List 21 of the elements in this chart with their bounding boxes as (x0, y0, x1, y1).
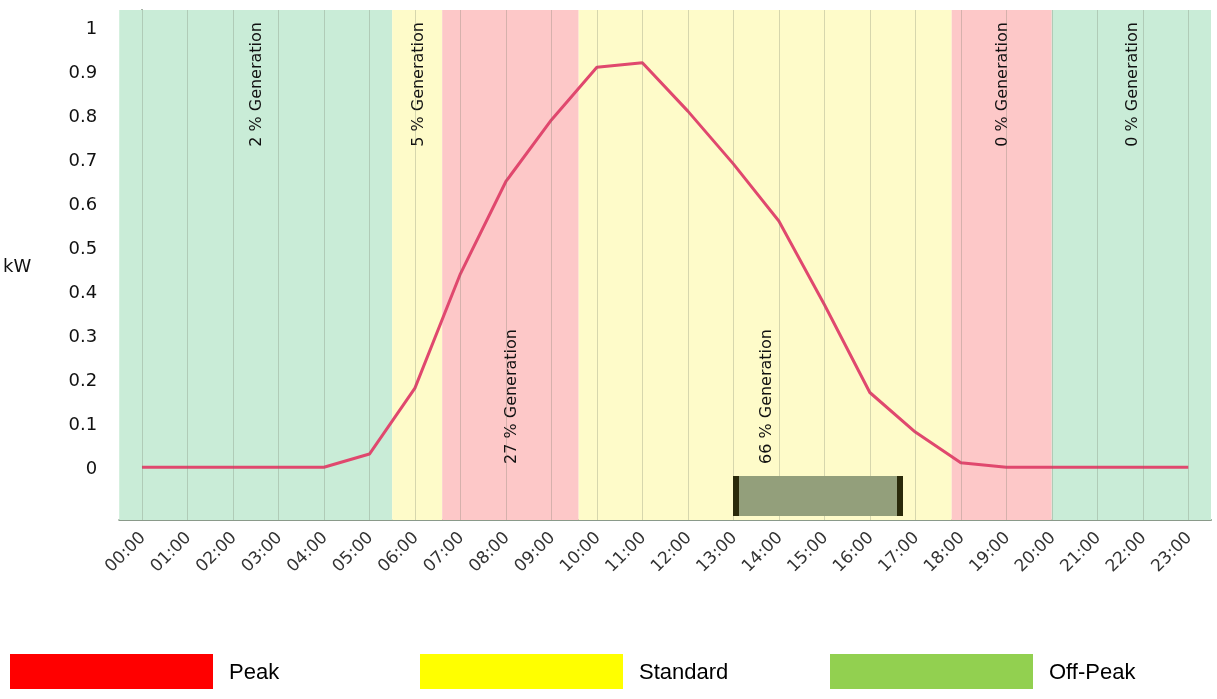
band-label: 0 % Generation (1121, 22, 1141, 147)
y-tick-label: 0.8 (68, 105, 98, 127)
band-label: 5 % Generation (407, 22, 427, 147)
text: Standard (639, 658, 729, 685)
band-label: 66 % Generation (755, 329, 775, 464)
y-tick-label: 0.9 (68, 61, 98, 83)
band-label: 2 % Generation (246, 22, 266, 147)
y-tick-label: 1 (85, 17, 98, 39)
y-tick-label: 0.2 (68, 368, 98, 390)
y-tick-label: 0.4 (68, 280, 98, 302)
y-tick-label: 0.3 (68, 324, 98, 346)
text: Peak (229, 658, 280, 685)
text: Off-Peak (1049, 658, 1136, 685)
y-tick-label: 0.1 (68, 412, 98, 434)
y-tick-label: 0.7 (68, 148, 98, 170)
y-axis-title: kW (2, 254, 32, 276)
band-label: 0 % Generation (992, 22, 1012, 147)
y-tick-label: 0.6 (68, 192, 98, 214)
band-label: 27 % Generation (500, 329, 520, 464)
y-tick-label: 0 (85, 456, 98, 478)
y-tick-label: 0.5 (68, 236, 98, 258)
